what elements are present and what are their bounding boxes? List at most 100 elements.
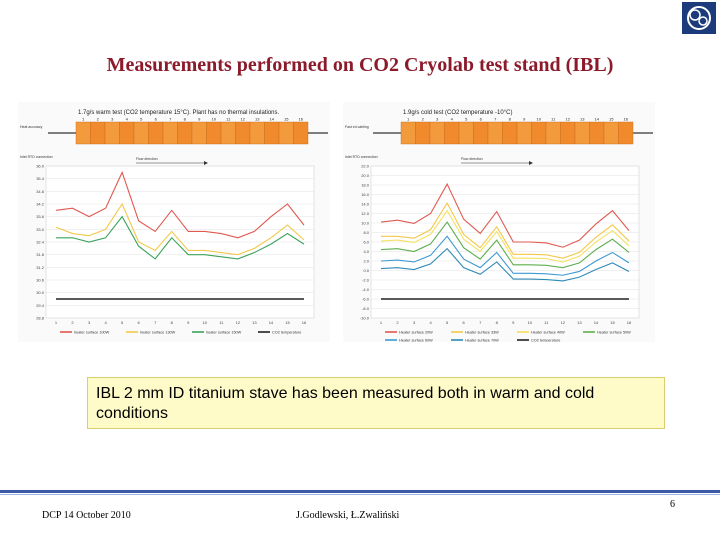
stave-heater-segment (293, 121, 309, 145)
x-tick-label: 12 (236, 320, 241, 325)
y-tick-label: 33.0 (36, 227, 45, 232)
cern-logo (682, 2, 716, 34)
stave-heater-segment (473, 121, 489, 145)
x-tick-label: 9 (512, 320, 515, 325)
stave-heater-segment (516, 121, 532, 145)
stave-position-label: 11 (551, 117, 556, 122)
stave-heater-segment (400, 121, 416, 145)
x-tick-label: 7 (479, 320, 482, 325)
y-tick-label: 29.4 (36, 303, 45, 308)
stave-position-label: 16 (624, 117, 629, 122)
stave-heater-segment (75, 121, 91, 145)
x-tick-label: 13 (252, 320, 257, 325)
warm-test-chart: 1.7g/s warm test (CO2 temperature 15°C).… (20, 110, 328, 334)
slide-title: Measurements performed on CO2 Cryolab te… (106, 54, 614, 76)
stave-heater-segment (531, 121, 547, 145)
stave-position-label: 3 (436, 117, 439, 122)
x-tick-label: 1 (380, 320, 383, 325)
y-tick-label: 35.4 (36, 176, 45, 181)
stave-position-label: 6 (480, 117, 483, 122)
y-tick-label: 28.8 (36, 316, 45, 321)
stave-heater-segment (545, 121, 561, 145)
stave-position-label: 7 (494, 117, 497, 122)
page-number: 6 (670, 499, 675, 510)
stave-position-label: 13 (255, 117, 260, 122)
flow-direction-label: Flow direction (136, 157, 158, 161)
x-tick-label: 3 (413, 320, 416, 325)
stave-heater-segment (162, 121, 178, 145)
series-line (55, 170, 305, 239)
stave-position-label: 15 (609, 117, 614, 122)
footer-divider-light (0, 494, 720, 495)
stave-annotation-label: Fast ed cabling (345, 125, 369, 129)
footer-event-date: DCP 14 October 2010 (42, 510, 131, 521)
x-tick-label: 7 (154, 320, 157, 325)
y-tick-label: -10.0 (360, 316, 370, 321)
series-line (380, 247, 630, 282)
stave-position-label: 15 (284, 117, 289, 122)
stave-heater-segment (104, 121, 120, 145)
stave-heater-segment (191, 121, 207, 145)
y-tick-label: 31.8 (36, 252, 45, 257)
legend-label: heater surface 130W (140, 330, 176, 334)
stave-heater-segment (119, 121, 135, 145)
y-tick-label: 6.0 (363, 240, 369, 245)
x-tick-label: 9 (187, 320, 190, 325)
x-tick-label: 11 (219, 320, 224, 325)
chart-title: 1.7g/s warm test (CO2 temperature 15°C).… (78, 110, 279, 116)
stave-position-label: 11 (226, 117, 231, 122)
y-tick-label: 36.0 (36, 164, 45, 169)
legend-label: Heater surface 40W (531, 330, 565, 334)
stave-heater-segment (133, 121, 149, 145)
stave-position-label: 4 (451, 117, 454, 122)
stave-position-label: 1 (407, 117, 410, 122)
x-tick-label: 6 (463, 320, 466, 325)
y-tick-label: 20.0 (361, 173, 370, 178)
stave-heater-segment (148, 121, 164, 145)
legend-label: Heater surface 60W (399, 338, 433, 342)
stave-heater-segment (278, 121, 294, 145)
stave-heater-segment (487, 121, 503, 145)
y-tick-label: 30.0 (36, 290, 45, 295)
flow-direction-arrowhead (204, 161, 208, 165)
stave-annotation-label: Inlet RTD connection (345, 155, 378, 159)
series-line (380, 182, 630, 248)
y-tick-label: 31.2 (36, 265, 45, 270)
flow-direction-label: Flow direction (461, 157, 483, 161)
stave-position-label: 8 (509, 117, 512, 122)
y-tick-label: -4.0 (362, 287, 370, 292)
stave-position-label: 5 (465, 117, 468, 122)
series-line (380, 221, 630, 269)
x-tick-label: 16 (627, 320, 632, 325)
series-line (56, 215, 305, 260)
stave-position-label: 10 (212, 117, 217, 122)
stave-position-label: 1 (82, 117, 85, 122)
stave-heater-segment (618, 121, 634, 145)
y-tick-label: 10.0 (361, 221, 370, 226)
y-tick-label: 18.0 (361, 183, 370, 188)
series-line (380, 235, 630, 276)
x-tick-label: 5 (446, 320, 449, 325)
x-tick-label: 12 (561, 320, 566, 325)
stave-heater-segment (560, 121, 576, 145)
stave-position-label: 12 (241, 117, 246, 122)
y-tick-label: 0.0 (363, 268, 369, 273)
y-tick-label: 22.0 (361, 164, 370, 169)
stave-position-label: 6 (155, 117, 158, 122)
y-tick-label: -8.0 (362, 306, 370, 311)
x-tick-label: 11 (544, 320, 549, 325)
stave-heater-segment (429, 121, 445, 145)
series-line (55, 202, 305, 256)
y-tick-label: 30.6 (36, 278, 45, 283)
stave-heater-segment (249, 121, 265, 145)
x-tick-label: 10 (203, 320, 208, 325)
stave-position-label: 13 (580, 117, 585, 122)
stave-position-label: 3 (111, 117, 114, 122)
x-tick-label: 14 (594, 320, 599, 325)
legend-label: heater surface 150W (206, 330, 242, 334)
legend-label: Heater surface 70W (465, 338, 499, 342)
stave-position-label: 8 (184, 117, 187, 122)
y-tick-label: 2.0 (363, 259, 369, 264)
series-line (381, 201, 630, 259)
legend-label: heater surface 100W (74, 330, 110, 334)
